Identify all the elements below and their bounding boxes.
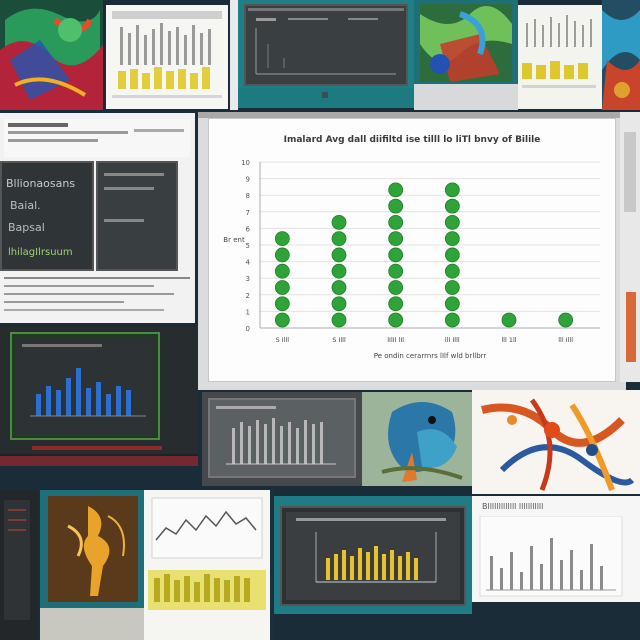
- data-point: [444, 214, 460, 230]
- yellow-3d-chart-image: [286, 512, 460, 600]
- y-tick-label: 7: [246, 209, 250, 217]
- thumb-abstract-art-1[interactable]: [0, 0, 103, 110]
- line-yellow-chart-image: [144, 490, 270, 640]
- data-point: [274, 263, 290, 279]
- data-point: [388, 231, 404, 247]
- data-point: [501, 312, 517, 328]
- data-point: [444, 312, 460, 328]
- data-point: [331, 280, 347, 295]
- thumb-orange-figure[interactable]: [40, 490, 144, 640]
- y-axis-label: Br ent: [223, 236, 245, 244]
- thumb-right-strip-mid[interactable]: [620, 112, 640, 382]
- dark-panel-line-4: lhilagIlrsuum: [8, 247, 73, 258]
- x-tick-label: lll Illl: [445, 336, 460, 344]
- y-tick-label: 0: [246, 325, 250, 333]
- thumb-line-and-yellow-chart[interactable]: [144, 490, 270, 640]
- small-yellow-bar-chart: [522, 15, 596, 88]
- data-point: [331, 214, 347, 230]
- data-point: [331, 312, 347, 328]
- thumb-gray-bars-card[interactable]: Blllllllllllll lllllllllll: [472, 496, 640, 602]
- data-point: [444, 231, 460, 247]
- y-tick-label: 8: [246, 192, 250, 200]
- data-point: [444, 263, 460, 279]
- data-point: [274, 247, 290, 263]
- data-point: [444, 247, 460, 263]
- data-point: [331, 247, 347, 263]
- data-point: [331, 231, 347, 247]
- abstract-art-image: [0, 0, 103, 110]
- gray-bars-card-chart: [479, 516, 623, 597]
- data-point: [444, 182, 460, 198]
- network-art-image: [472, 390, 640, 494]
- dark-monitor-chart: [248, 8, 404, 75]
- main-scatter-chart: Imalard Avg dall diifiltd ise tilll lo l…: [223, 135, 600, 360]
- data-point: [274, 231, 290, 247]
- thumb-yellow-bar-chart[interactable]: [106, 5, 228, 109]
- data-point: [388, 214, 404, 230]
- thumb-right-edge-art[interactable]: [602, 0, 640, 110]
- data-point: [558, 312, 574, 328]
- edge-art-image: [602, 0, 640, 110]
- y-tick-label: 5: [246, 242, 250, 250]
- y-tick-label: 6: [246, 225, 251, 233]
- data-point: [388, 263, 404, 279]
- gray-bars-image: [216, 406, 336, 465]
- data-point: [331, 296, 347, 312]
- data-point: [388, 198, 404, 214]
- thumb-bottom-right-strip: [472, 602, 640, 640]
- thumb-bird-photo[interactable]: [362, 392, 472, 486]
- y-tick-label: 2: [246, 292, 250, 300]
- data-point: [274, 312, 290, 328]
- x-axis-label: Pe ondin cerarrnrs lIlf wld brllbrr: [374, 352, 487, 360]
- dark-text-panel: Bllionaosans Baial. Bapsal lhilagIlrsuum: [0, 161, 94, 271]
- data-point: [444, 198, 460, 214]
- y-tick-label: 1: [246, 308, 250, 316]
- data-point: [388, 280, 404, 295]
- x-tick-label: lIlIl lIl: [387, 336, 404, 344]
- thumb-dark-strip: [270, 490, 274, 640]
- orange-figure-image: [48, 496, 138, 602]
- data-point: [388, 182, 404, 198]
- thumb-blank-strip: [230, 0, 238, 110]
- data-point: [444, 280, 460, 295]
- dark-side-panel: [96, 161, 178, 271]
- thumb-orange-network-art[interactable]: [472, 390, 640, 494]
- chart-title: Imalard Avg dall diifiltd ise tilll lo l…: [284, 135, 541, 145]
- bottom-left-edge-image: [0, 490, 38, 640]
- y-tick-label: 4: [246, 259, 251, 267]
- dark-panel-line-1: Bllionaosans: [6, 177, 76, 190]
- data-point: [274, 280, 290, 295]
- green-abstract-image: [420, 4, 512, 82]
- thumb-yellow-3d-monitor[interactable]: [274, 496, 472, 614]
- thumb-yellow-bars-small[interactable]: [518, 5, 602, 109]
- thumb-bottom-left-edge[interactable]: [0, 490, 38, 640]
- y-tick-label: 9: [246, 176, 250, 184]
- y-tick-label: 10: [241, 159, 250, 167]
- dark-panel-line-3: Bapsal: [8, 221, 45, 234]
- bottom-right-panel-title: Blllllllllllll lllllllllll: [482, 502, 544, 511]
- data-point: [444, 296, 460, 312]
- x-tick-label: S Illl: [332, 336, 346, 344]
- thumb-teal-frame-art[interactable]: [414, 0, 518, 110]
- x-tick-label: lll Illl: [558, 336, 573, 344]
- main-chart-card[interactable]: Imalard Avg dall diifiltd ise tilll lo l…: [198, 112, 626, 390]
- x-tick-label: lll 1ll: [501, 336, 516, 344]
- thumb-blue-bar-monitor[interactable]: [0, 326, 198, 466]
- data-point: [388, 312, 404, 328]
- bird-image: [362, 392, 472, 486]
- blue-bar-chart-image: [16, 338, 156, 436]
- yellow-bar-chart-image: [106, 5, 228, 109]
- thumb-dark-document[interactable]: Bllionaosans Baial. Bapsal lhilagIlrsuum: [0, 113, 195, 323]
- data-point: [331, 263, 347, 279]
- data-point: [388, 247, 404, 263]
- dark-panel-line-2: Baial.: [10, 199, 41, 212]
- data-point: [388, 296, 404, 312]
- x-tick-label: S Illl: [276, 336, 290, 344]
- thumb-dark-monitor[interactable]: [238, 0, 414, 108]
- thumb-gray-bars-monitor[interactable]: [202, 392, 362, 486]
- data-point: [274, 296, 290, 312]
- y-tick-label: 3: [246, 275, 250, 283]
